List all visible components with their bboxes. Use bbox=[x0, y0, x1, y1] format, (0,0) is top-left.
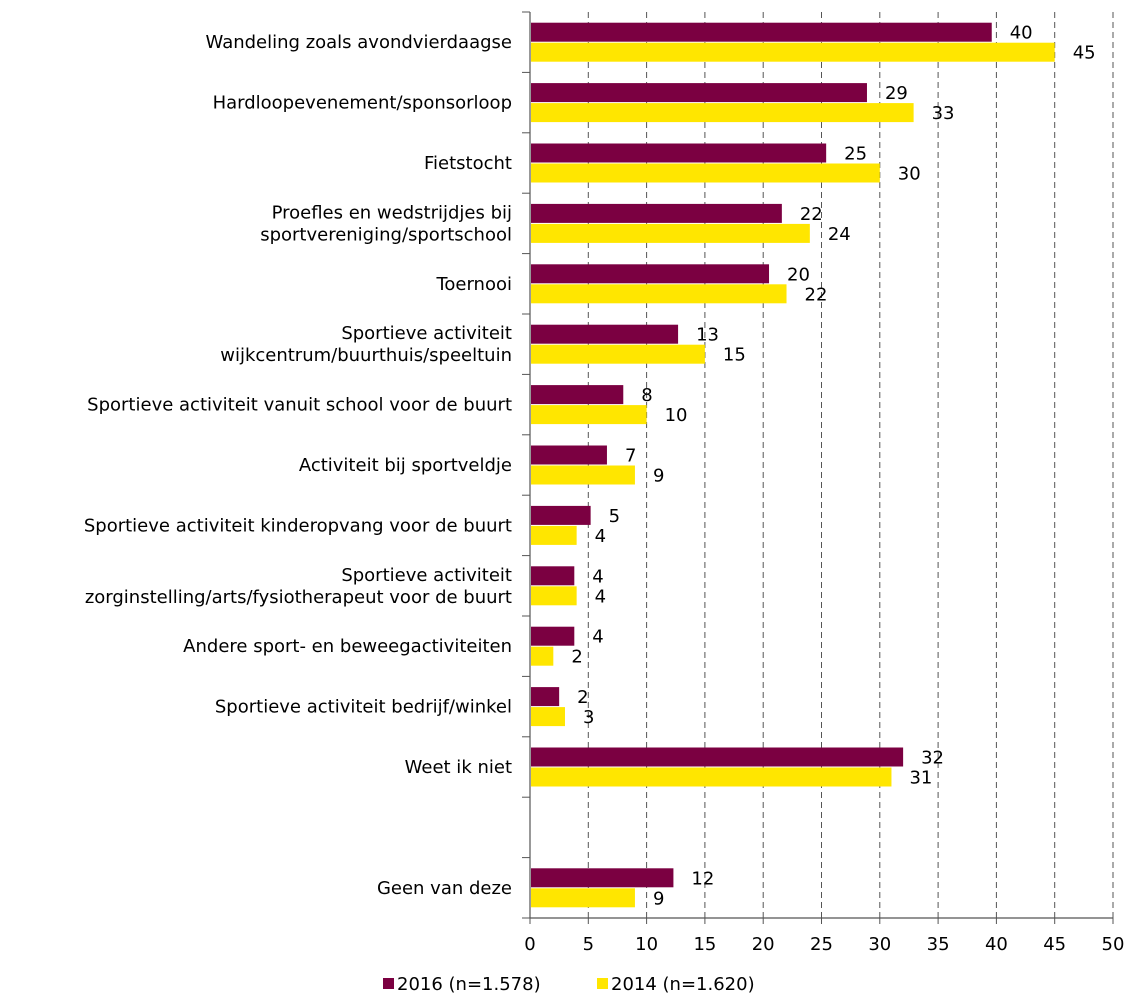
category-label: Hardloopevenement/sponsorloop bbox=[213, 93, 512, 114]
data-label: 9 bbox=[653, 888, 664, 909]
bar-2014 bbox=[531, 525, 577, 545]
x-tick-label: 0 bbox=[524, 934, 535, 955]
bar-2016 bbox=[531, 687, 560, 707]
bar-2016 bbox=[531, 143, 827, 163]
bar-2014 bbox=[531, 223, 810, 243]
bar-2014 bbox=[531, 767, 892, 787]
x-tick-label: 45 bbox=[1043, 934, 1066, 955]
data-label: 4 bbox=[595, 526, 606, 547]
bar-2014 bbox=[531, 103, 914, 123]
data-label: 31 bbox=[909, 768, 932, 789]
category-label: Activiteit bij sportveldje bbox=[299, 455, 512, 476]
data-label: 13 bbox=[696, 325, 719, 346]
bar-2016 bbox=[531, 324, 679, 344]
x-tick-label: 25 bbox=[810, 934, 833, 955]
data-label: 30 bbox=[898, 164, 921, 185]
data-label: 40 bbox=[1010, 23, 1033, 44]
bar-2016 bbox=[531, 626, 575, 646]
legend-label-2016: 2016 (n=1.578) bbox=[397, 974, 541, 995]
category-label: Proefles en wedstrijdjes bij bbox=[272, 202, 512, 223]
data-label: 9 bbox=[653, 466, 664, 487]
bar-2014 bbox=[531, 163, 880, 183]
bar-2014 bbox=[531, 344, 705, 364]
category-label: zorginstelling/arts/fysiotherapeut voor … bbox=[85, 587, 512, 608]
bar-2016 bbox=[531, 445, 607, 465]
bar-2016 bbox=[531, 566, 575, 586]
bar-2014 bbox=[531, 405, 647, 425]
category-label: Geen van deze bbox=[377, 878, 512, 899]
bar-2014 bbox=[531, 707, 565, 727]
data-label: 5 bbox=[609, 506, 620, 527]
bar-2016 bbox=[531, 505, 591, 525]
data-label: 10 bbox=[665, 405, 688, 426]
category-label: Fietstocht bbox=[424, 153, 512, 174]
bar-2014 bbox=[531, 646, 554, 666]
x-tick-label: 30 bbox=[868, 934, 891, 955]
category-label: Sportieve activiteit vanuit school voor … bbox=[87, 395, 512, 416]
data-label: 12 bbox=[691, 868, 714, 889]
x-tick-label: 15 bbox=[693, 934, 716, 955]
data-label: 4 bbox=[592, 566, 603, 587]
data-label: 22 bbox=[800, 204, 823, 225]
gridlines bbox=[587, 12, 1114, 918]
data-label: 45 bbox=[1073, 43, 1096, 64]
bar-2016 bbox=[531, 264, 770, 284]
data-label: 24 bbox=[828, 224, 851, 245]
category-label: Toernooi bbox=[435, 274, 512, 295]
x-tick-label: 35 bbox=[927, 934, 950, 955]
data-label: 33 bbox=[932, 103, 955, 124]
category-label: sportvereniging/sportschool bbox=[260, 224, 512, 245]
bars bbox=[531, 22, 1055, 908]
category-label: Andere sport- en beweegactiviteiten bbox=[183, 636, 512, 657]
data-label: 29 bbox=[885, 83, 908, 104]
x-tick-label: 50 bbox=[1102, 934, 1125, 955]
data-label: 15 bbox=[723, 345, 746, 366]
data-label: 2 bbox=[577, 687, 588, 708]
x-tick-label: 5 bbox=[583, 934, 594, 955]
data-label: 3 bbox=[583, 707, 594, 728]
legend-swatch-2016 bbox=[383, 978, 394, 989]
category-label: Sportieve activiteit kinderopvang voor d… bbox=[84, 515, 512, 536]
data-label: 25 bbox=[844, 144, 867, 165]
category-label: Sportieve activiteit bedrijf/winkel bbox=[215, 697, 512, 718]
bar-2014 bbox=[531, 465, 635, 485]
bar-2016 bbox=[531, 203, 782, 223]
bar-2016 bbox=[531, 868, 674, 888]
legend-label-2014: 2014 (n=1.620) bbox=[611, 974, 755, 995]
bar-2014 bbox=[531, 586, 577, 606]
x-tick-labels: 0 5 10 15 20 25 30 35 40 45 50 bbox=[524, 934, 1124, 955]
category-label: Sportieve activiteit bbox=[341, 323, 512, 344]
bar-2016 bbox=[531, 83, 867, 103]
data-label: 4 bbox=[595, 586, 606, 607]
category-labels: Wandeling zoals avondvierdaagse Hardloope… bbox=[84, 32, 512, 899]
category-label: wijkcentrum/buurthuis/speeltuin bbox=[220, 345, 512, 366]
x-tick-label: 10 bbox=[635, 934, 658, 955]
legend: 2016 (n=1.578) 2014 (n=1.620) bbox=[383, 974, 755, 995]
data-label: 7 bbox=[625, 446, 636, 467]
data-label: 20 bbox=[787, 264, 810, 285]
data-label: 8 bbox=[641, 385, 652, 406]
data-labels: 4045293325302224202213158107954444223323… bbox=[571, 23, 1095, 910]
category-label: Wandeling zoals avondvierdaagse bbox=[206, 32, 512, 53]
legend-swatch-2014 bbox=[597, 978, 608, 989]
bar-2014 bbox=[531, 888, 635, 908]
bar-2014 bbox=[531, 284, 787, 304]
bar-2016 bbox=[531, 747, 904, 767]
data-label: 2 bbox=[571, 647, 582, 668]
category-label: Weet ik niet bbox=[405, 757, 512, 778]
data-label: 32 bbox=[921, 748, 944, 769]
axes bbox=[522, 11, 1114, 924]
x-tick-label: 20 bbox=[752, 934, 775, 955]
category-label: Sportieve activiteit bbox=[341, 565, 512, 586]
bar-2016 bbox=[531, 22, 992, 42]
x-tick-label: 40 bbox=[985, 934, 1008, 955]
bar-2014 bbox=[531, 42, 1055, 62]
data-label: 22 bbox=[805, 284, 828, 305]
data-label: 4 bbox=[592, 627, 603, 648]
bar-2016 bbox=[531, 385, 624, 405]
